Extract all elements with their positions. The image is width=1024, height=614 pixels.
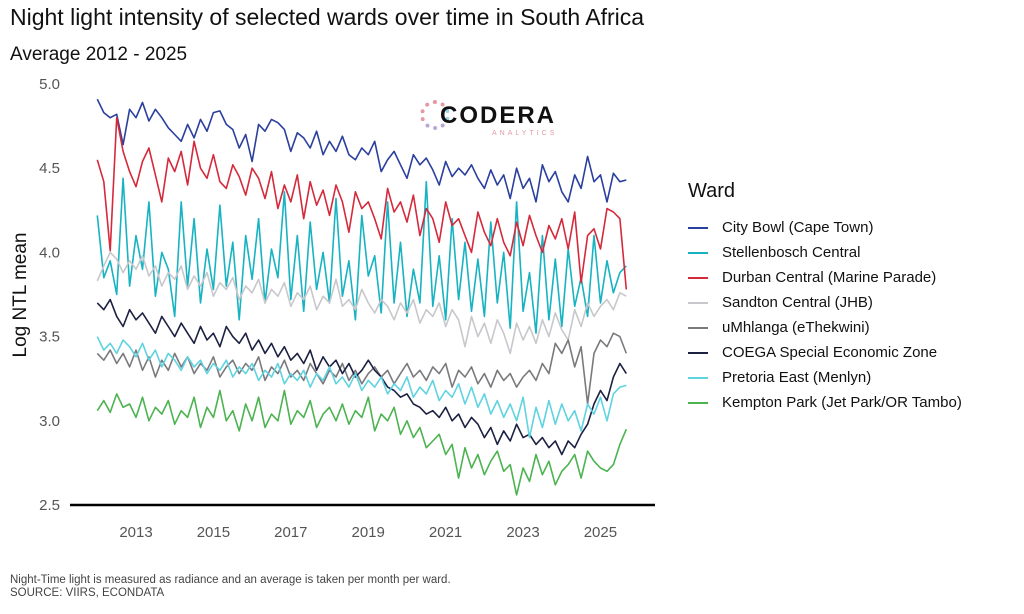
y-tick-label: 4.0 — [39, 244, 60, 261]
legend-swatch — [688, 276, 708, 279]
series-line-city-bowl-cape-town — [96, 98, 627, 203]
legend-swatch — [688, 326, 708, 329]
y-tick-label: 2.5 — [39, 497, 60, 514]
caption: Night-Time light is measured as radiance… — [10, 574, 451, 600]
legend-label: Pretoria East (Menlyn) — [722, 369, 872, 386]
legend-item: Durban Central (Marine Parade) — [688, 265, 962, 290]
series-line-sandton-central-jhb — [96, 251, 627, 355]
chart-title: Night light intensity of selected wards … — [10, 4, 645, 30]
logo-ring-icon — [420, 100, 450, 130]
legend-item: City Bowl (Cape Town) — [688, 215, 962, 240]
series-line-kempton-park-jet-park-or-tambo — [96, 389, 628, 496]
logo-tagline: ANALYTICS — [492, 130, 558, 137]
y-tick-label: 3.0 — [39, 413, 60, 430]
chart-subtitle: Average 2012 - 2025 — [10, 44, 188, 65]
legend-item: Sandton Central (JHB) — [688, 290, 962, 315]
legend-swatch — [688, 376, 708, 379]
y-tick-label: 5.0 — [39, 76, 60, 93]
legend-title: Ward — [688, 180, 736, 202]
series-line-pretoria-east-menlyn — [96, 336, 627, 439]
series-lines — [96, 98, 628, 496]
series-line-stellenbosch-central — [96, 177, 627, 335]
x-tick-label: 2021 — [429, 524, 462, 541]
x-tick-label: 2025 — [584, 524, 617, 541]
legend-swatch — [688, 401, 708, 404]
codera-logo: CODERA ANALYTICS — [418, 96, 554, 142]
legend-item: Kempton Park (Jet Park/OR Tambo) — [688, 390, 962, 415]
y-axis-ticks: 2.5 3.0 3.5 4.0 4.5 5.0 — [39, 76, 60, 514]
caption-note: Night-Time light is measured as radiance… — [10, 574, 451, 586]
y-tick-label: 4.5 — [39, 160, 60, 177]
legend-label: uMhlanga (eThekwini) — [722, 319, 870, 336]
x-tick-label: 2013 — [119, 524, 152, 541]
legend-item: Stellenbosch Central — [688, 240, 962, 265]
x-tick-label: 2023 — [506, 524, 539, 541]
series-line-umhlanga-ethekwini — [96, 332, 628, 405]
legend-item: uMhlanga (eThekwini) — [688, 315, 962, 340]
legend-item: COEGA Special Economic Zone — [688, 340, 962, 365]
x-tick-label: 2019 — [352, 524, 385, 541]
legend-swatch — [688, 251, 708, 254]
series-line-coega-special-economic-zone — [96, 298, 627, 456]
legend-swatch — [688, 226, 708, 229]
series-line-durban-central-marine-parade — [96, 116, 628, 290]
legend-label: Durban Central (Marine Parade) — [722, 269, 937, 286]
legend-swatch — [688, 351, 708, 354]
legend: Ward City Bowl (Cape Town) Stellenbosch C… — [688, 180, 962, 415]
x-tick-label: 2017 — [274, 524, 307, 541]
x-tick-label: 2015 — [197, 524, 230, 541]
legend-label: Kempton Park (Jet Park/OR Tambo) — [722, 394, 962, 411]
legend-label: Sandton Central (JHB) — [722, 294, 873, 311]
legend-swatch — [688, 301, 708, 304]
caption-source: SOURCE: VIIRS, ECONDATA — [10, 587, 165, 599]
x-axis-ticks: 2013 2015 2017 2019 2021 2023 2025 — [119, 524, 617, 541]
logo-wordmark: CODERA — [440, 102, 557, 129]
legend-label: COEGA Special Economic Zone — [722, 344, 938, 361]
legend-item: Pretoria East (Menlyn) — [688, 365, 962, 390]
y-tick-label: 3.5 — [39, 329, 60, 346]
legend-label: Stellenbosch Central — [722, 244, 861, 261]
legend-label: City Bowl (Cape Town) — [722, 219, 874, 236]
y-axis-label: Log NTL mean — [10, 233, 31, 358]
